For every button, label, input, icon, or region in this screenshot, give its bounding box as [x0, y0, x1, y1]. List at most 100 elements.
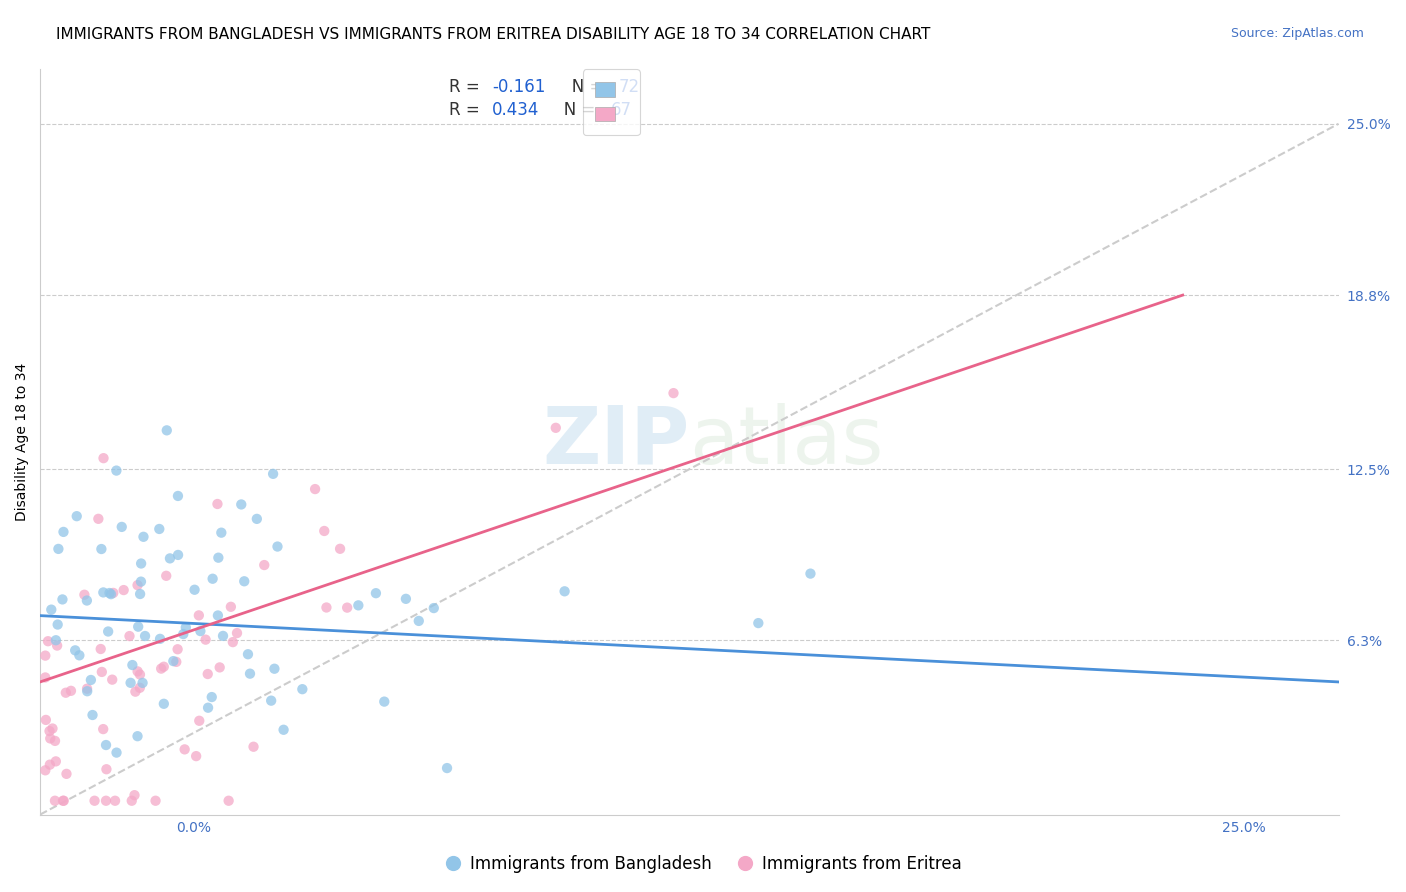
- Legend: , : ,: [583, 70, 640, 136]
- Point: [48, 541, 70, 556]
- Point: [159, 551, 181, 566]
- Point: [408, 614, 430, 628]
- Point: [34, 670, 56, 684]
- Point: [93, 451, 115, 466]
- Text: 0.434: 0.434: [492, 101, 540, 119]
- Point: [233, 574, 256, 589]
- Point: [120, 676, 142, 690]
- Point: [364, 586, 387, 600]
- Point: [373, 695, 395, 709]
- Point: [207, 608, 229, 623]
- Point: [39, 602, 62, 616]
- Point: [51, 592, 73, 607]
- Text: 25.0%: 25.0%: [1222, 821, 1265, 835]
- Point: [94, 794, 117, 808]
- Point: [266, 540, 288, 554]
- Text: N =: N =: [555, 78, 609, 96]
- Point: [97, 624, 120, 639]
- Point: [129, 667, 152, 681]
- Text: 0.0%: 0.0%: [176, 821, 211, 835]
- Point: [304, 482, 326, 496]
- Y-axis label: Disability Age 18 to 34: Disability Age 18 to 34: [15, 362, 30, 521]
- Point: [94, 738, 117, 752]
- Point: [423, 601, 446, 615]
- Point: [236, 647, 259, 661]
- Point: [45, 755, 67, 769]
- Point: [207, 497, 229, 511]
- Point: [121, 794, 143, 808]
- Point: [134, 629, 156, 643]
- Point: [121, 658, 143, 673]
- Point: [172, 627, 194, 641]
- Point: [167, 548, 190, 562]
- Point: [145, 794, 167, 808]
- Point: [208, 660, 231, 674]
- Point: [76, 681, 98, 696]
- Point: [38, 757, 60, 772]
- Point: [87, 512, 110, 526]
- Point: [149, 632, 172, 646]
- Point: [207, 550, 229, 565]
- Point: [662, 386, 685, 401]
- Point: [129, 557, 152, 571]
- Point: [212, 629, 235, 643]
- Text: 67: 67: [612, 101, 633, 119]
- Point: [44, 734, 66, 748]
- Point: [190, 624, 212, 638]
- Point: [105, 464, 128, 478]
- Point: [167, 489, 190, 503]
- Point: [55, 686, 77, 700]
- Point: [80, 673, 103, 687]
- Point: [111, 520, 134, 534]
- Point: [222, 635, 245, 649]
- Point: [253, 558, 276, 572]
- Point: [76, 593, 98, 607]
- Point: [101, 673, 124, 687]
- Point: [55, 767, 77, 781]
- Point: [124, 684, 146, 698]
- Point: [174, 620, 197, 634]
- Point: [436, 761, 458, 775]
- Point: [209, 525, 232, 540]
- Point: [799, 566, 821, 581]
- Point: [100, 587, 122, 601]
- Point: [90, 541, 112, 556]
- Point: [91, 585, 114, 599]
- Point: [67, 648, 90, 663]
- Point: [39, 731, 62, 746]
- Text: -0.161: -0.161: [492, 78, 546, 96]
- Point: [554, 584, 576, 599]
- Point: [83, 794, 105, 808]
- Point: [35, 713, 58, 727]
- Point: [132, 530, 155, 544]
- Point: [186, 749, 208, 764]
- Point: [127, 665, 149, 679]
- Point: [44, 794, 66, 808]
- Point: [156, 423, 179, 437]
- Point: [291, 682, 314, 697]
- Point: [103, 586, 125, 600]
- Point: [314, 524, 336, 538]
- Point: [194, 632, 217, 647]
- Point: [38, 724, 60, 739]
- Point: [166, 642, 188, 657]
- Point: [150, 662, 173, 676]
- Point: [105, 746, 128, 760]
- Point: [201, 690, 224, 704]
- Point: [395, 591, 418, 606]
- Text: IMMIGRANTS FROM BANGLADESH VS IMMIGRANTS FROM ERITREA DISABILITY AGE 18 TO 34 CO: IMMIGRANTS FROM BANGLADESH VS IMMIGRANTS…: [56, 27, 931, 42]
- Point: [91, 722, 114, 736]
- Text: R =: R =: [449, 101, 485, 119]
- Point: [273, 723, 295, 737]
- Point: [152, 659, 174, 673]
- Point: [260, 693, 283, 707]
- Point: [46, 639, 69, 653]
- Point: [34, 648, 56, 663]
- Point: [76, 684, 98, 698]
- Point: [187, 608, 209, 623]
- Point: [127, 578, 149, 592]
- Point: [104, 794, 127, 808]
- Point: [96, 762, 118, 776]
- Point: [46, 617, 69, 632]
- Text: ZIP: ZIP: [543, 402, 689, 481]
